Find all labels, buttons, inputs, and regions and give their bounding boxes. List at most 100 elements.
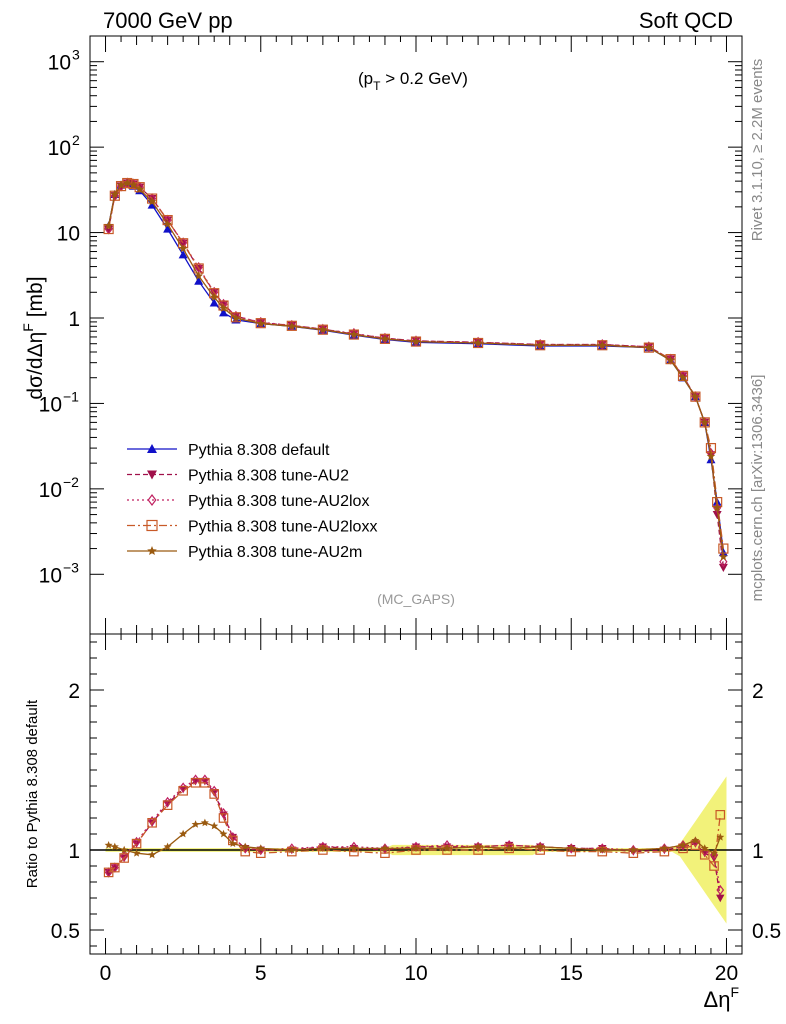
ratio-data-point	[132, 849, 141, 857]
svg-text:dσ/dΔηF [mb]: dσ/dΔηF [mb]	[20, 276, 47, 399]
main-series-1	[104, 179, 728, 573]
ratio-data-point	[349, 844, 358, 852]
ratio-data-point	[715, 809, 726, 820]
ratio-data-point	[110, 862, 120, 873]
ratio-data-point	[178, 785, 188, 796]
ratio-y-tick-label-right: 0.5	[752, 920, 781, 943]
legend: Pythia 8.308 default Pythia 8.308 tune-AU…	[127, 442, 377, 561]
main-data-point	[536, 338, 545, 350]
ratio-data-point	[162, 800, 173, 810]
ratio-data-point	[598, 845, 607, 854]
ratio-data-point	[178, 785, 188, 794]
main-data-point	[411, 335, 421, 347]
main-data-point	[348, 329, 360, 340]
main-data-point	[104, 221, 113, 230]
main-data-point	[122, 177, 133, 189]
legend-item: Pythia 8.308 tune-AU2	[127, 468, 349, 485]
ratio-data-point	[147, 817, 157, 828]
main-data-point	[209, 298, 219, 307]
ratio-series-line	[108, 778, 721, 891]
ratio-data-point	[131, 838, 142, 849]
legend-marker	[147, 444, 157, 453]
ratio-series-line	[108, 780, 721, 899]
main-data-point	[318, 325, 328, 334]
main-data-point	[349, 330, 359, 339]
main-data-point	[598, 340, 607, 349]
main-data-point	[194, 276, 204, 285]
main-data-point	[349, 327, 359, 339]
ratio-data-point	[716, 884, 725, 896]
ratio-data-point	[256, 844, 265, 852]
main-data-point	[473, 336, 483, 348]
main-data-point	[135, 184, 144, 194]
main-series-4	[104, 178, 728, 561]
x-tick-label: 20	[715, 962, 738, 985]
main-data-point	[147, 197, 157, 206]
y-tick-exponent: −3	[63, 559, 79, 575]
y-tick-label: 1	[68, 308, 80, 331]
main-data-point	[712, 510, 722, 520]
main-data-point	[699, 417, 710, 428]
y-tick-label: 10	[57, 223, 80, 246]
main-data-point	[706, 451, 716, 460]
ratio-data-point	[381, 844, 389, 852]
ratio-data-point	[700, 844, 709, 852]
y-tick-label: 10	[48, 137, 71, 160]
legend-label: Pythia 8.308 tune-AU2loxx	[188, 519, 377, 536]
ratio-data-point	[474, 842, 483, 851]
main-data-point	[719, 552, 728, 561]
ratio-series-line	[108, 822, 721, 856]
main-data-point	[677, 370, 689, 382]
main-data-point	[535, 340, 545, 349]
ratio-data-point	[536, 842, 545, 851]
y-tick-exponent: 2	[72, 132, 80, 148]
legend-marker	[147, 546, 157, 555]
ratio-data-point	[716, 833, 725, 841]
main-data-point	[123, 178, 132, 187]
ratio-data-point	[241, 842, 250, 851]
rivet-side-label: Rivet 3.1.10, ≥ 2.2M events	[749, 59, 766, 242]
legend-item: Pythia 8.308 default	[127, 442, 330, 459]
ratio-series-2	[103, 777, 726, 878]
ratio-data-point	[210, 821, 219, 830]
y-tick-label: 10	[39, 393, 62, 416]
ratio-data-point	[287, 845, 296, 854]
ratio-ylabel: Ratio to Pythia 8.308 default	[24, 699, 41, 888]
ratio-data-point	[709, 861, 719, 871]
ratio-series-1	[104, 774, 725, 896]
y-tick-label: 10	[48, 52, 71, 75]
ratio-data-point	[209, 789, 219, 799]
ratio-data-point	[200, 818, 209, 827]
main-data-point	[256, 316, 265, 328]
ratio-data-point	[104, 841, 113, 849]
main-data-point	[194, 271, 203, 280]
main-data-point	[700, 417, 709, 426]
ratio-data-point	[505, 844, 514, 852]
ratio-y-tick-label: 1	[68, 840, 80, 863]
ratio-data-point	[691, 836, 700, 844]
y-tick-exponent: −2	[63, 474, 79, 490]
y-tick-exponent: −1	[63, 388, 79, 404]
main-data-point	[473, 338, 483, 347]
legend-label: Pythia 8.308 tune-AU2	[188, 468, 349, 485]
legend-marker	[147, 494, 157, 506]
main-data-point	[219, 308, 229, 317]
main-data-point	[230, 312, 242, 323]
legend-label: Pythia 8.308 default	[188, 442, 330, 459]
main-data-point	[712, 503, 722, 512]
ratio-data-point	[318, 844, 327, 852]
analysis-watermark: (MC_GAPS)	[377, 591, 455, 607]
ratio-data-point	[110, 842, 119, 851]
legend-label: Pythia 8.308 tune-AU2m	[188, 544, 362, 561]
ratio-data-point	[699, 849, 710, 860]
ratio-plot: 0.5 0.51 12 20 5 10 15 20 Ratio to Pythia 8.308…	[24, 633, 781, 1012]
main-data-point	[380, 332, 390, 344]
x-tick-label: 5	[255, 962, 267, 985]
main-data-point	[665, 354, 676, 365]
main-data-point	[163, 219, 172, 228]
ratio-data-point	[190, 777, 201, 788]
ratio-data-point	[120, 851, 129, 862]
main-data-point	[178, 244, 188, 253]
ratio-data-point	[629, 845, 638, 854]
